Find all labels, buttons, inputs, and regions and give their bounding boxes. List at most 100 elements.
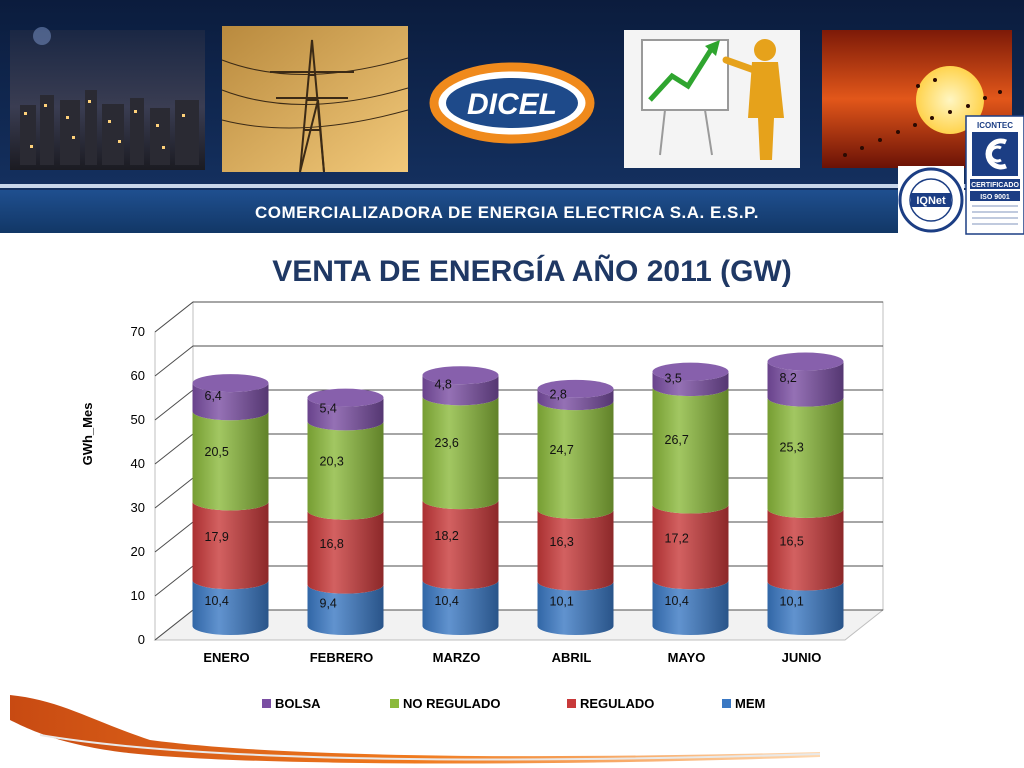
legend: BOLSA NO REGULADO REGULADO MEM xyxy=(262,696,765,711)
bar-segment-mem: 10,1 xyxy=(537,581,614,635)
data-label: 9,4 xyxy=(320,596,337,610)
legend-item-no-regulado: NO REGULADO xyxy=(390,696,501,711)
bar-body xyxy=(307,510,384,594)
bar-segment-no-regulado: 23,6 xyxy=(422,396,499,510)
data-label: 17,2 xyxy=(665,532,689,546)
x-tick-label: FEBRERO xyxy=(310,650,374,665)
data-label: 16,5 xyxy=(780,535,804,549)
y-tick-label: 0 xyxy=(138,632,145,647)
gridline xyxy=(154,301,883,333)
bar-segment-no-regulado: 20,5 xyxy=(192,411,269,511)
bar-segment-mem: 10,4 xyxy=(192,580,269,635)
side-wall xyxy=(154,300,194,642)
bar-body xyxy=(192,383,269,421)
data-label: 6,4 xyxy=(205,389,222,403)
bar-stack-junio: 10,1 16,5 25,3 8,2 xyxy=(767,352,844,635)
data-label: 10,4 xyxy=(205,594,229,608)
bar-top xyxy=(307,388,384,407)
chart: VENTA DE ENERGÍA AÑO 2011 (GW) GWh_Mes 0… xyxy=(10,254,885,764)
x-tick-label: MAYO xyxy=(668,650,706,665)
data-label: 2,8 xyxy=(550,387,567,401)
legend-label: BOLSA xyxy=(275,696,321,711)
legend-item-regulado: REGULADO xyxy=(567,696,654,711)
data-label: 10,4 xyxy=(435,594,459,608)
bar-segment-regulado: 17,2 xyxy=(652,504,729,590)
icontec-certification-badge: ICONTEC CERTIFICADO ISO 9001 xyxy=(965,115,1024,235)
x-tick-label: MARZO xyxy=(433,650,481,665)
data-label: 8,2 xyxy=(780,371,797,385)
y-tick-label: 50 xyxy=(131,412,145,427)
data-label: 26,7 xyxy=(665,433,689,447)
bar-segment-no-regulado: 26,7 xyxy=(652,387,729,514)
data-label: 17,9 xyxy=(205,530,229,544)
bar-segment-regulado: 16,8 xyxy=(307,510,384,594)
bar-top xyxy=(537,379,614,398)
data-label: 3,5 xyxy=(665,372,682,386)
bar-body xyxy=(537,401,614,519)
bar-segment-mem: 10,4 xyxy=(422,580,499,635)
bar-stack-abril: 10,1 16,3 24,7 2,8 xyxy=(537,379,614,635)
bar-body xyxy=(537,581,614,635)
y-tick-label: 60 xyxy=(131,368,145,383)
data-label: 24,7 xyxy=(550,443,574,457)
iqnet-text: IQNet xyxy=(916,195,946,207)
bar-body xyxy=(192,501,269,590)
legend-swatch xyxy=(390,699,399,708)
bar-segment-bolsa: 2,8 xyxy=(537,379,614,411)
bottom-swoosh xyxy=(10,695,821,764)
bar-body xyxy=(652,504,729,590)
legend-swatch xyxy=(262,699,271,708)
legend-swatch xyxy=(567,699,576,708)
bar-top xyxy=(192,374,269,393)
bar-body xyxy=(422,580,499,635)
data-label: 20,3 xyxy=(320,455,344,469)
y-tick-label: 70 xyxy=(131,324,145,339)
iqnet-certification-badge: IQNet xyxy=(898,166,964,234)
bar-body xyxy=(422,375,499,406)
city-night-photo xyxy=(10,27,205,170)
bar-body xyxy=(537,388,614,411)
data-label: 10,4 xyxy=(665,594,689,608)
bar-segment-no-regulado: 20,3 xyxy=(307,421,384,520)
bar-body xyxy=(767,361,844,407)
gridline xyxy=(154,345,883,377)
bar-segment-regulado: 16,3 xyxy=(537,509,614,591)
bar-body xyxy=(192,411,269,511)
y-axis-label: GWh_Mes xyxy=(80,403,95,466)
bar-segment-bolsa: 4,8 xyxy=(422,366,499,406)
dicel-logo: DICEL xyxy=(429,62,595,144)
bar-body xyxy=(652,387,729,514)
y-tick-label: 40 xyxy=(131,456,145,471)
presenter-chart-photo xyxy=(624,30,800,168)
bar-segment-mem: 10,4 xyxy=(652,580,729,635)
y-tick-label: 20 xyxy=(131,544,145,559)
legend-item-bolsa: BOLSA xyxy=(262,696,321,711)
bar-body xyxy=(652,580,729,635)
legend-label: MEM xyxy=(735,696,765,711)
bar-segment-mem: 10,1 xyxy=(767,581,844,635)
bar-body xyxy=(652,371,729,397)
bar-body xyxy=(422,396,499,510)
data-label: 18,2 xyxy=(435,529,459,543)
icontec-name: ICONTEC xyxy=(977,121,1013,130)
power-tower-photo xyxy=(221,26,409,173)
legend-swatch xyxy=(722,699,731,708)
bar-segment-bolsa: 5,4 xyxy=(307,388,384,431)
legend-item-mem: MEM xyxy=(722,696,765,711)
x-tick-label: ABRIL xyxy=(552,650,592,665)
data-label: 4,8 xyxy=(435,378,452,392)
bar-stack-febrero: 9,4 16,8 20,3 5,4 xyxy=(307,388,384,635)
bar-segment-regulado: 17,9 xyxy=(192,501,269,590)
bar-top xyxy=(652,362,729,381)
data-label: 23,6 xyxy=(435,436,459,450)
bar-body xyxy=(422,500,499,590)
chart-title: VENTA DE ENERGÍA AÑO 2011 (GW) xyxy=(272,254,792,288)
data-label: 20,5 xyxy=(205,445,229,459)
bar-stack-mayo: 10,4 17,2 26,7 3,5 xyxy=(652,362,729,635)
bar-segment-bolsa: 8,2 xyxy=(767,352,844,407)
y-tick-label: 10 xyxy=(131,588,145,603)
data-label: 25,3 xyxy=(780,441,804,455)
bar-body xyxy=(307,421,384,520)
bar-body xyxy=(537,509,614,591)
header-banner: DICEL COMERCIALIZADORA DE ENERGIA ELECTR… xyxy=(0,0,1024,235)
